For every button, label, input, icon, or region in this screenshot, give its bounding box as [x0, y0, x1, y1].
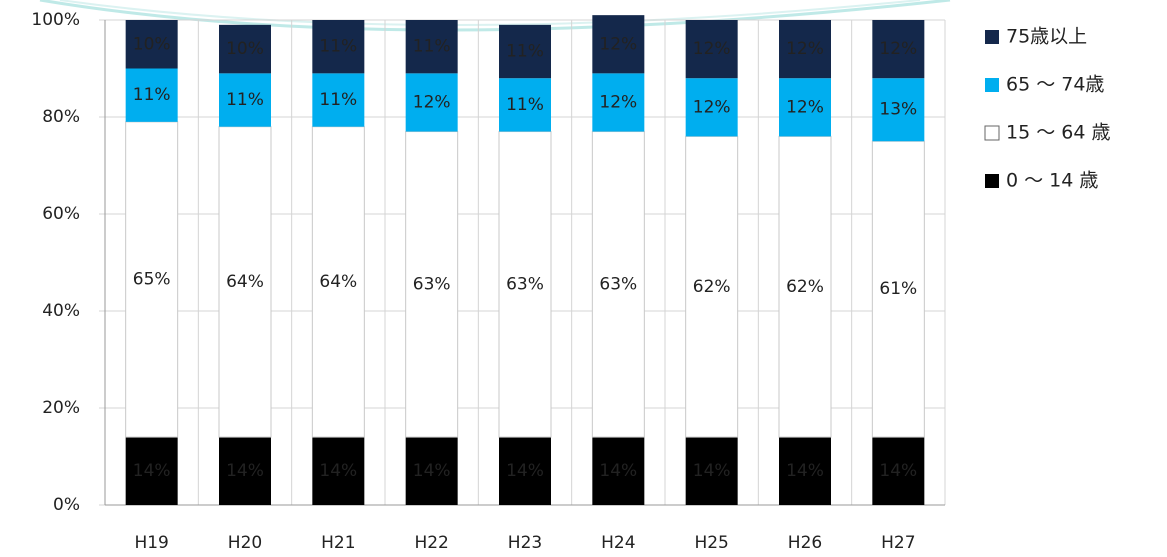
data-label: 12%: [413, 92, 451, 112]
data-label: 14%: [879, 461, 917, 481]
data-label: 10%: [226, 39, 264, 59]
legend-swatch: [985, 30, 999, 44]
data-label: 11%: [506, 95, 544, 115]
legend-label: 75歳以上: [1006, 26, 1087, 48]
data-label: 11%: [319, 37, 357, 57]
y-tick-label: 40%: [42, 301, 80, 321]
data-label: 12%: [879, 39, 917, 59]
data-label: 14%: [599, 461, 637, 481]
y-tick-label: 80%: [42, 107, 80, 127]
data-label: 64%: [226, 272, 264, 292]
data-label: 65%: [133, 269, 171, 289]
data-label: 13%: [879, 100, 917, 120]
x-tick-label: H23: [508, 533, 542, 553]
legend-label: 0 ～ 14 歳: [1006, 170, 1098, 192]
data-label: 63%: [506, 274, 544, 294]
chart: 0% 20% 40% 60% 80% 100% H19 14% 65% 11% 10% H20 14% 6…: [0, 0, 1167, 557]
x-tick-label: H22: [414, 533, 448, 553]
legend-swatch: [985, 174, 999, 188]
x-tick-label: H26: [788, 533, 822, 553]
data-label: 10%: [133, 34, 171, 54]
data-label: 14%: [133, 461, 171, 481]
x-tick-label: H19: [134, 533, 168, 553]
data-label: 11%: [413, 37, 451, 57]
data-label: 12%: [693, 39, 731, 59]
y-tick-label: 60%: [42, 204, 80, 224]
legend-label: 65 ～ 74歳: [1006, 74, 1104, 96]
x-tick-label: H21: [321, 533, 355, 553]
data-label: 14%: [319, 461, 357, 481]
data-label: 12%: [599, 34, 637, 54]
data-label: 12%: [786, 97, 824, 117]
data-label: 63%: [599, 274, 637, 294]
data-label: 62%: [786, 277, 824, 297]
x-tick-label: H20: [228, 533, 262, 553]
legend-label: 15 ～ 64 歳: [1006, 122, 1110, 144]
data-label: 12%: [599, 92, 637, 112]
x-tick-label: H25: [694, 533, 728, 553]
data-label: 14%: [506, 461, 544, 481]
data-label: 63%: [413, 274, 451, 294]
y-tick-label: 0%: [53, 495, 80, 515]
data-label: 11%: [506, 42, 544, 62]
data-label: 61%: [879, 279, 917, 299]
data-label: 64%: [319, 272, 357, 292]
data-label: 14%: [226, 461, 264, 481]
y-tick-label: 20%: [42, 398, 80, 418]
data-label: 14%: [786, 461, 824, 481]
data-label: 14%: [413, 461, 451, 481]
data-label: 14%: [693, 461, 731, 481]
data-label: 12%: [693, 97, 731, 117]
data-label: 12%: [786, 39, 824, 59]
x-tick-label: H24: [601, 533, 635, 553]
y-tick-label: 100%: [31, 10, 80, 30]
data-label: 11%: [133, 85, 171, 105]
data-label: 11%: [319, 90, 357, 110]
legend-swatch: [985, 126, 999, 140]
x-tick-label: H27: [881, 533, 915, 553]
data-label: 11%: [226, 90, 264, 110]
legend-swatch: [985, 78, 999, 92]
data-label: 62%: [693, 277, 731, 297]
